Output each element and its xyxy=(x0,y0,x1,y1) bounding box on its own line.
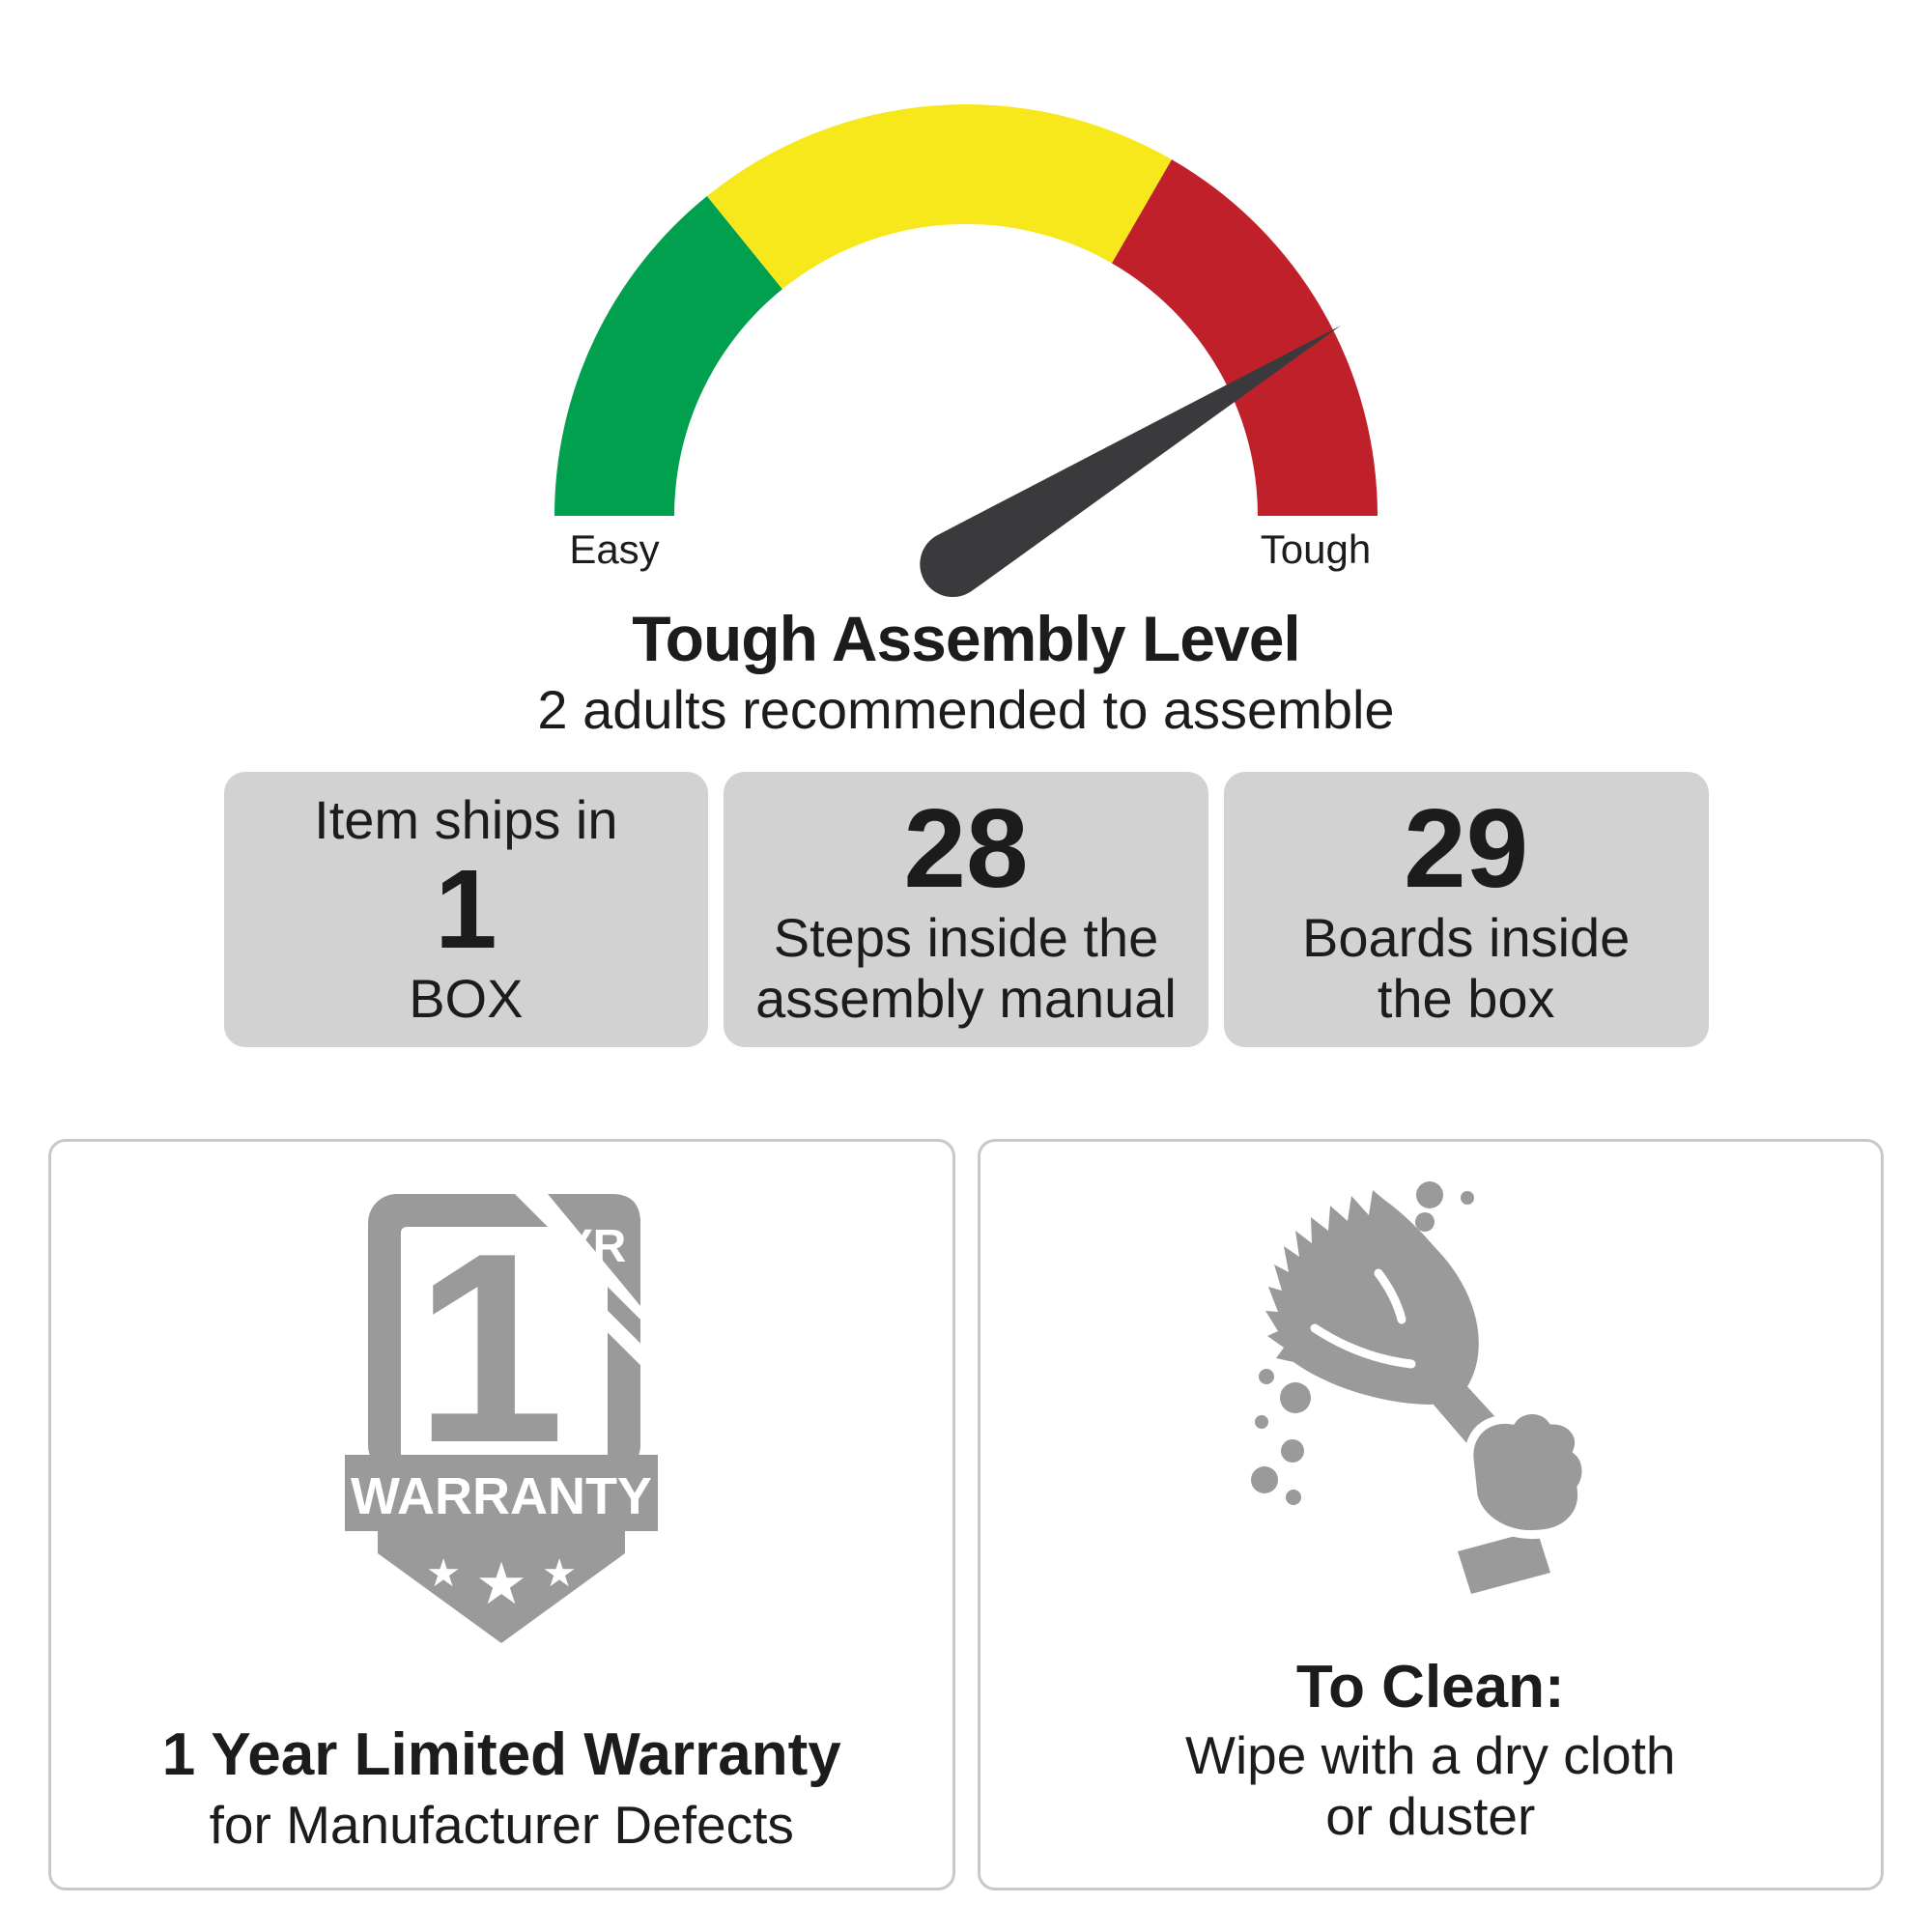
boards-caption-line2: the box xyxy=(1377,968,1555,1030)
boards-caption-line1: Boards inside xyxy=(1302,907,1631,969)
star-icon: ★ xyxy=(542,1551,577,1596)
details-cards-row: 1 YR WARRANTY ★ ★ ★ 1 Year Limited Warra… xyxy=(48,1138,1884,1890)
warranty-title: 1 Year Limited Warranty xyxy=(161,1720,841,1788)
gauge-segment-tough xyxy=(1112,159,1378,516)
ships-in-box-card: Item ships in 1 BOX xyxy=(223,771,709,1047)
one-year-warranty-badge-icon: 1 YR WARRANTY ★ ★ ★ xyxy=(345,1193,659,1643)
steps-caption-line2: assembly manual xyxy=(755,968,1177,1030)
assembly-difficulty-gauge: Easy Tough xyxy=(554,104,1378,598)
steps-count: 28 xyxy=(903,784,1029,911)
to-clean-title: To Clean: xyxy=(1295,1653,1565,1720)
duster-icon xyxy=(1250,1180,1591,1594)
steps-caption-line1: Steps inside the xyxy=(773,907,1159,969)
boards-count-card: 29 Boards inside the box xyxy=(1223,771,1709,1047)
box-count: 1 xyxy=(435,846,497,973)
warranty-card: 1 YR WARRANTY ★ ★ ★ 1 Year Limited Warra… xyxy=(48,1138,955,1890)
boards-count: 29 xyxy=(1404,784,1529,911)
ships-in-label: Item ships in xyxy=(314,788,618,850)
gauge-segment-easy xyxy=(554,196,782,516)
assembly-level-subtitle: 2 adults recommended to assemble xyxy=(537,679,1395,740)
steps-count-card: 28 Steps inside the assembly manual xyxy=(724,771,1208,1047)
box-label: BOX xyxy=(409,968,524,1030)
warranty-badge-banner: WARRANTY xyxy=(351,1467,652,1525)
to-clean-line1: Wipe with a dry cloth xyxy=(1185,1724,1676,1785)
warranty-badge-number: 1 xyxy=(414,1198,565,1499)
care-card: To Clean: Wipe with a dry cloth or duste… xyxy=(977,1138,1884,1890)
star-icon: ★ xyxy=(426,1551,461,1596)
warranty-badge-yr: YR xyxy=(562,1221,627,1272)
warranty-subtitle: for Manufacturer Defects xyxy=(209,1794,794,1855)
star-icon: ★ xyxy=(475,1550,527,1618)
gauge-tough-label: Tough xyxy=(1261,526,1371,572)
gauge-needle-icon xyxy=(920,326,1341,598)
gauge-easy-label: Easy xyxy=(569,526,659,572)
gauge-segment-medium xyxy=(706,104,1172,290)
to-clean-line2: or duster xyxy=(1325,1786,1536,1847)
shipping-info-row: Item ships in 1 BOX 28 Steps inside the … xyxy=(223,771,1709,1047)
assembly-level-title: Tough Assembly Level xyxy=(632,603,1301,674)
